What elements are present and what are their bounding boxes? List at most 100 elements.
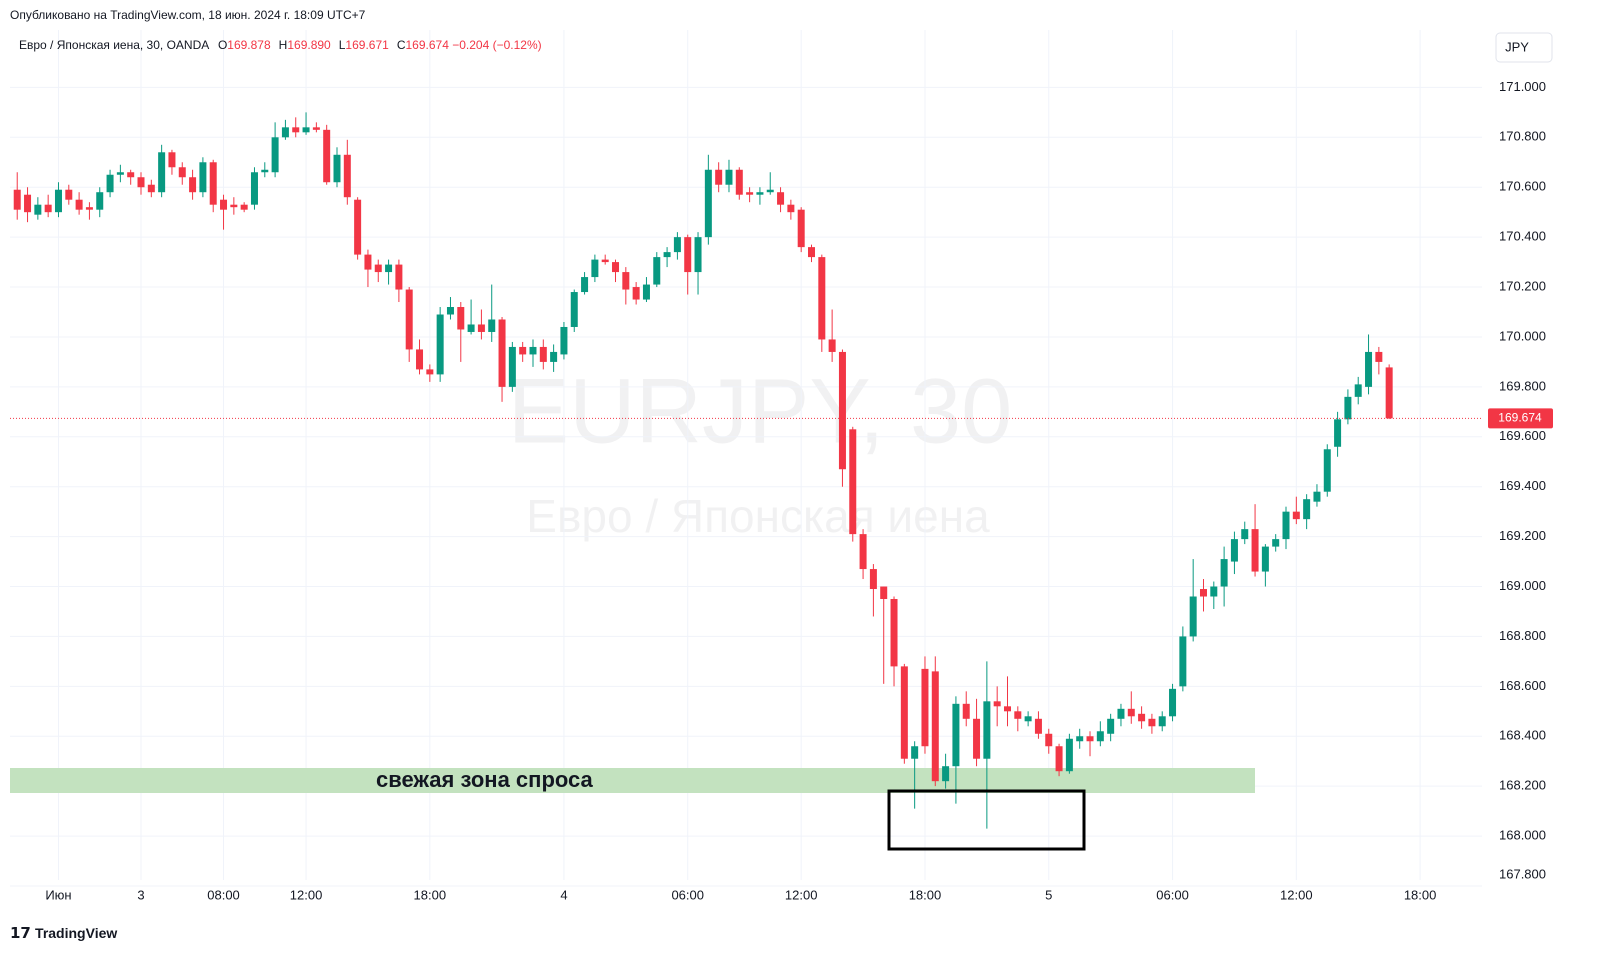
axes: 167.800 168.000 168.200 168.400 168.600 168.8… bbox=[10, 79, 1553, 902]
candle-body bbox=[457, 307, 465, 330]
y-tick-label: 169.200 bbox=[1499, 528, 1546, 543]
y-tick-label: 168.600 bbox=[1499, 678, 1546, 693]
y-tick-label: 167.800 bbox=[1499, 866, 1546, 881]
candle-body bbox=[973, 718, 981, 759]
y-tick-label: 170.200 bbox=[1499, 278, 1546, 293]
candle-body bbox=[601, 259, 609, 263]
candle-body bbox=[746, 192, 754, 195]
y-tick-label: 169.800 bbox=[1499, 378, 1546, 393]
candle-body bbox=[983, 701, 991, 759]
candle-body bbox=[653, 257, 661, 285]
ohlc-value: 169.671 bbox=[345, 38, 389, 52]
candle-body bbox=[220, 199, 228, 210]
candle-body bbox=[34, 204, 42, 215]
candle-body bbox=[735, 169, 743, 195]
annotation: свежая зона спроса bbox=[376, 767, 594, 792]
candle-body bbox=[642, 284, 650, 300]
candle-body bbox=[663, 252, 671, 258]
candle-body bbox=[13, 189, 21, 210]
candle-body bbox=[1127, 708, 1135, 717]
ohlc-key: L bbox=[338, 38, 346, 52]
candle-body bbox=[467, 324, 475, 332]
candle-body bbox=[570, 292, 578, 327]
candle-body bbox=[426, 369, 434, 375]
x-tick-label: 18:00 bbox=[909, 887, 942, 902]
candle-body bbox=[859, 534, 867, 570]
candle-body bbox=[302, 127, 310, 133]
logo-text: TradingView bbox=[35, 925, 118, 941]
currency-button[interactable] bbox=[1495, 32, 1553, 63]
x-tick-label: 12:00 bbox=[1280, 887, 1313, 902]
candle-body bbox=[1210, 586, 1218, 597]
candle-body bbox=[137, 177, 145, 188]
candle-body bbox=[1241, 529, 1249, 540]
candle-body bbox=[498, 319, 506, 387]
candles bbox=[13, 112, 1393, 829]
candle-body bbox=[1076, 736, 1084, 742]
candle-body bbox=[1158, 716, 1166, 727]
y-tick-label: 168.000 bbox=[1499, 828, 1546, 843]
x-tick-label: 06:00 bbox=[1156, 887, 1189, 902]
y-tick-label: 169.600 bbox=[1499, 428, 1546, 443]
candle-body bbox=[395, 264, 403, 290]
candle-body bbox=[1179, 636, 1187, 687]
x-tick-label: 5 bbox=[1045, 887, 1052, 902]
candle-body bbox=[1365, 351, 1373, 387]
highlight-box bbox=[887, 789, 1086, 851]
candle-body bbox=[1272, 539, 1280, 547]
candle-body bbox=[797, 209, 805, 248]
candle-body bbox=[158, 152, 166, 193]
candle-body bbox=[1313, 491, 1321, 502]
candle-body bbox=[684, 237, 692, 273]
candle-body bbox=[364, 254, 372, 270]
x-tick-label: Июн bbox=[45, 887, 71, 902]
currency[interactable]: JPY bbox=[1505, 39, 1529, 54]
footer-logo: 𝟭𝟳 TradingView bbox=[10, 924, 117, 942]
candle-body bbox=[838, 351, 846, 470]
candle-body bbox=[519, 346, 527, 355]
candle-body bbox=[849, 429, 857, 535]
candle-body bbox=[323, 129, 331, 183]
candle-body bbox=[343, 154, 351, 198]
candle-body bbox=[416, 349, 424, 370]
candle-body bbox=[405, 289, 413, 350]
candle-body bbox=[127, 172, 135, 178]
candle-body bbox=[1096, 731, 1104, 742]
candle-body bbox=[942, 766, 950, 782]
candle-body bbox=[1045, 733, 1053, 747]
candle-body bbox=[581, 277, 589, 293]
candle-body bbox=[694, 237, 702, 273]
published: Опубликовано на TradingView.com, 18 июн.… bbox=[10, 8, 366, 22]
candle-body bbox=[1065, 738, 1073, 772]
candle-body bbox=[952, 703, 960, 767]
ohlc-value: 169.674 bbox=[405, 38, 449, 52]
candle-body bbox=[550, 351, 558, 362]
y-tick-label: 170.600 bbox=[1499, 179, 1546, 194]
candle-body bbox=[880, 586, 888, 600]
candle-body bbox=[591, 259, 599, 278]
candle-body bbox=[900, 666, 908, 759]
candle-body bbox=[508, 346, 516, 387]
candle-body bbox=[147, 184, 155, 193]
candle-body bbox=[1055, 746, 1063, 772]
x-tick-label: 4 bbox=[560, 887, 567, 902]
candle-body bbox=[1117, 708, 1125, 719]
candle-body bbox=[1261, 546, 1269, 572]
candle-body bbox=[281, 127, 289, 138]
candle-body bbox=[560, 326, 568, 355]
candle-body bbox=[890, 599, 898, 667]
candle-body bbox=[271, 137, 279, 173]
candle-body bbox=[168, 152, 176, 168]
candle-body bbox=[787, 204, 795, 213]
candle-body bbox=[828, 339, 836, 352]
candle-body bbox=[436, 314, 444, 375]
candle-body bbox=[374, 264, 382, 273]
candle-body bbox=[446, 307, 454, 315]
candle-body bbox=[1375, 351, 1383, 362]
candle-body bbox=[24, 194, 32, 213]
y-tick-label: 169.000 bbox=[1499, 578, 1546, 593]
candle-body bbox=[385, 264, 393, 273]
legend: Евро / Японская иена, 30, OANDA O169.878… bbox=[19, 38, 542, 52]
